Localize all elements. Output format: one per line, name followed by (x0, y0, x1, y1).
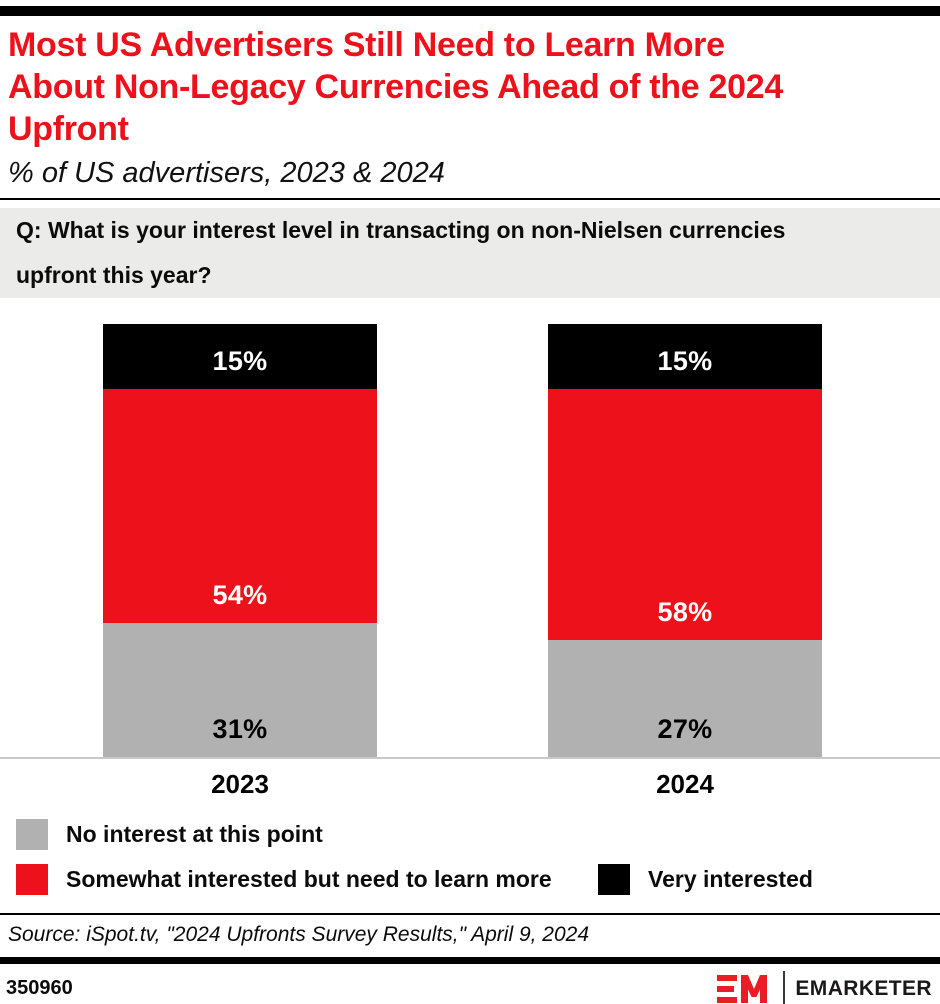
survey-question-box: Q: What is your interest level in transa… (0, 208, 940, 298)
stacked-bar-chart: 15% 54% 31% 15% 58% 27% (0, 324, 940, 759)
page-title: Most US Advertisers Still Need to Learn … (8, 26, 783, 148)
source-block: Source: iSpot.tv, "2024 Upfronts Survey … (0, 913, 940, 964)
x-axis-label-2024: 2024 (656, 769, 714, 799)
x-axis-label-2023: 2023 (211, 769, 269, 799)
header-divider (0, 198, 940, 200)
x-axis: 2023 2024 (0, 759, 940, 803)
brand-divider (783, 970, 786, 1004)
source-divider (0, 913, 940, 915)
bar-segment: 54% (103, 388, 377, 623)
bar-segment: 58% (548, 388, 822, 641)
bar-segment: 15% (548, 324, 822, 389)
bar-segment-label: 27% (657, 714, 713, 744)
legend-row-2: Somewhat interested but need to learn mo… (16, 864, 940, 895)
header: Most US Advertisers Still Need to Learn … (0, 16, 940, 191)
source-text: Source: iSpot.tv, "2024 Upfronts Survey … (8, 923, 590, 946)
bar-segment: 15% (103, 324, 377, 389)
bar-segment-label: 15% (212, 345, 268, 376)
bar-segment-label: 15% (657, 345, 713, 376)
bar-segment: 31% (103, 622, 377, 757)
legend: No interest at this point Somewhat inter… (0, 819, 940, 895)
legend-label-no-interest: No interest at this point (66, 821, 323, 847)
bar-segment: 27% (548, 640, 822, 757)
footer: 350960 EMARKETER (0, 964, 940, 1004)
top-accent-bar (0, 6, 940, 16)
legend-label-somewhat-interested: Somewhat interested but need to learn mo… (66, 866, 552, 892)
bar-segment-label: 31% (212, 714, 268, 744)
legend-label-very-interested: Very interested (648, 866, 813, 892)
legend-group-very-interested: Very interested (598, 864, 813, 895)
stacked-bar-2024: 15% 58% 27% (548, 324, 822, 757)
legend-swatch-very-interested (598, 864, 630, 895)
legend-swatch-somewhat-interested (16, 864, 48, 895)
legend-row-1: No interest at this point (16, 819, 940, 850)
stacked-bar-2023: 15% 54% 31% (103, 324, 377, 757)
brand-name: EMARKETER (795, 976, 932, 1000)
bar-segment-label: 54% (212, 579, 268, 610)
survey-question-text: Q: What is your interest level in transa… (16, 217, 786, 288)
brand-logo: EMARKETER (717, 970, 932, 1004)
bar-segment-label: 58% (657, 597, 713, 628)
chart-id: 350960 (6, 977, 73, 999)
footer-accent-bar (0, 957, 940, 964)
legend-swatch-no-interest (16, 819, 48, 850)
em-monogram-icon (717, 974, 768, 1003)
page-subtitle: % of US advertisers, 2023 & 2024 (8, 157, 445, 189)
